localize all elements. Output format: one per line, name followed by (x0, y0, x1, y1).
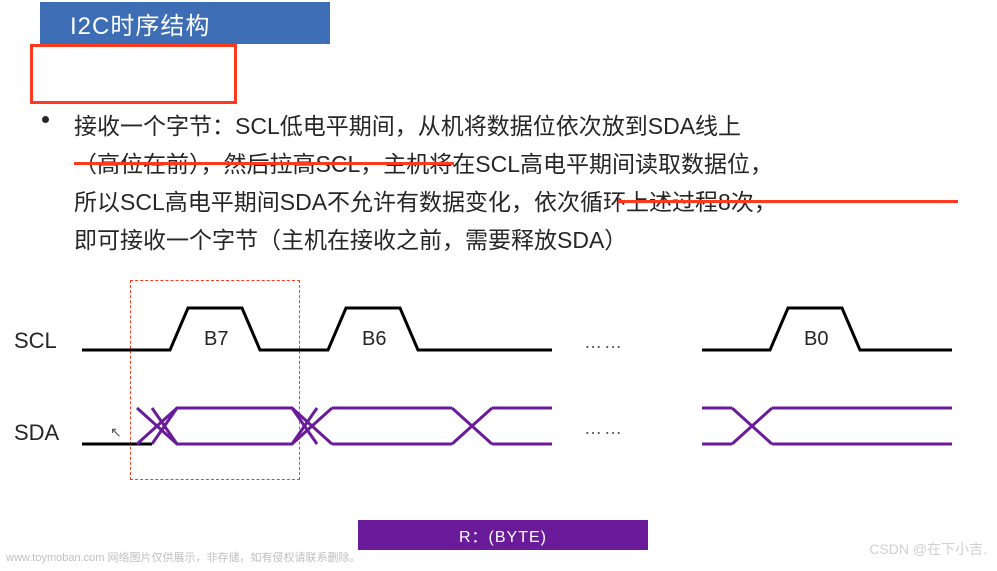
para-rest1: ：SCL低电平期间，从机将数据位依次放到SDA线上 (212, 113, 741, 139)
title-bar: I2C时序结构 (40, 2, 330, 44)
sda-label: SDA (14, 420, 59, 446)
timing-diagram: SCL SDA B7 B6 B0 …… (14, 290, 974, 490)
cursor-icon: ↖ (110, 424, 122, 441)
para-line4: 即可接收一个字节（主机在接收之前，需要释放SDA） (74, 222, 971, 260)
bit-label-b6: B6 (362, 328, 386, 351)
red-underline-1 (74, 162, 454, 165)
red-underline-2 (618, 200, 958, 203)
title-text: I2C时序结构 (70, 6, 210, 41)
main-paragraph: 接收一个字节：SCL低电平期间，从机将数据位依次放到SDA线上 （高位在前），然… (46, 108, 971, 260)
scl-label: SCL (14, 328, 57, 354)
bit-label-b7: B7 (204, 328, 228, 351)
watermark-left: www.toymoban.com 网络图片仅供展示，非存储，如有侵权请联系删除。 (6, 549, 360, 565)
sda-waveform (82, 400, 962, 455)
red-highlight-box-top (30, 44, 237, 104)
byte-label-box: R：(BYTE) (358, 520, 648, 550)
bullet-icon (42, 116, 49, 123)
byte-label-text: R：(BYTE) (459, 523, 547, 547)
dots-scl: …… (584, 332, 624, 353)
watermark-right: CSDN @在下小吉. (869, 539, 987, 559)
bit-label-b0: B0 (804, 328, 828, 351)
para-lead: 接收一个字节 (74, 113, 212, 139)
dots-sda: …… (584, 418, 624, 439)
